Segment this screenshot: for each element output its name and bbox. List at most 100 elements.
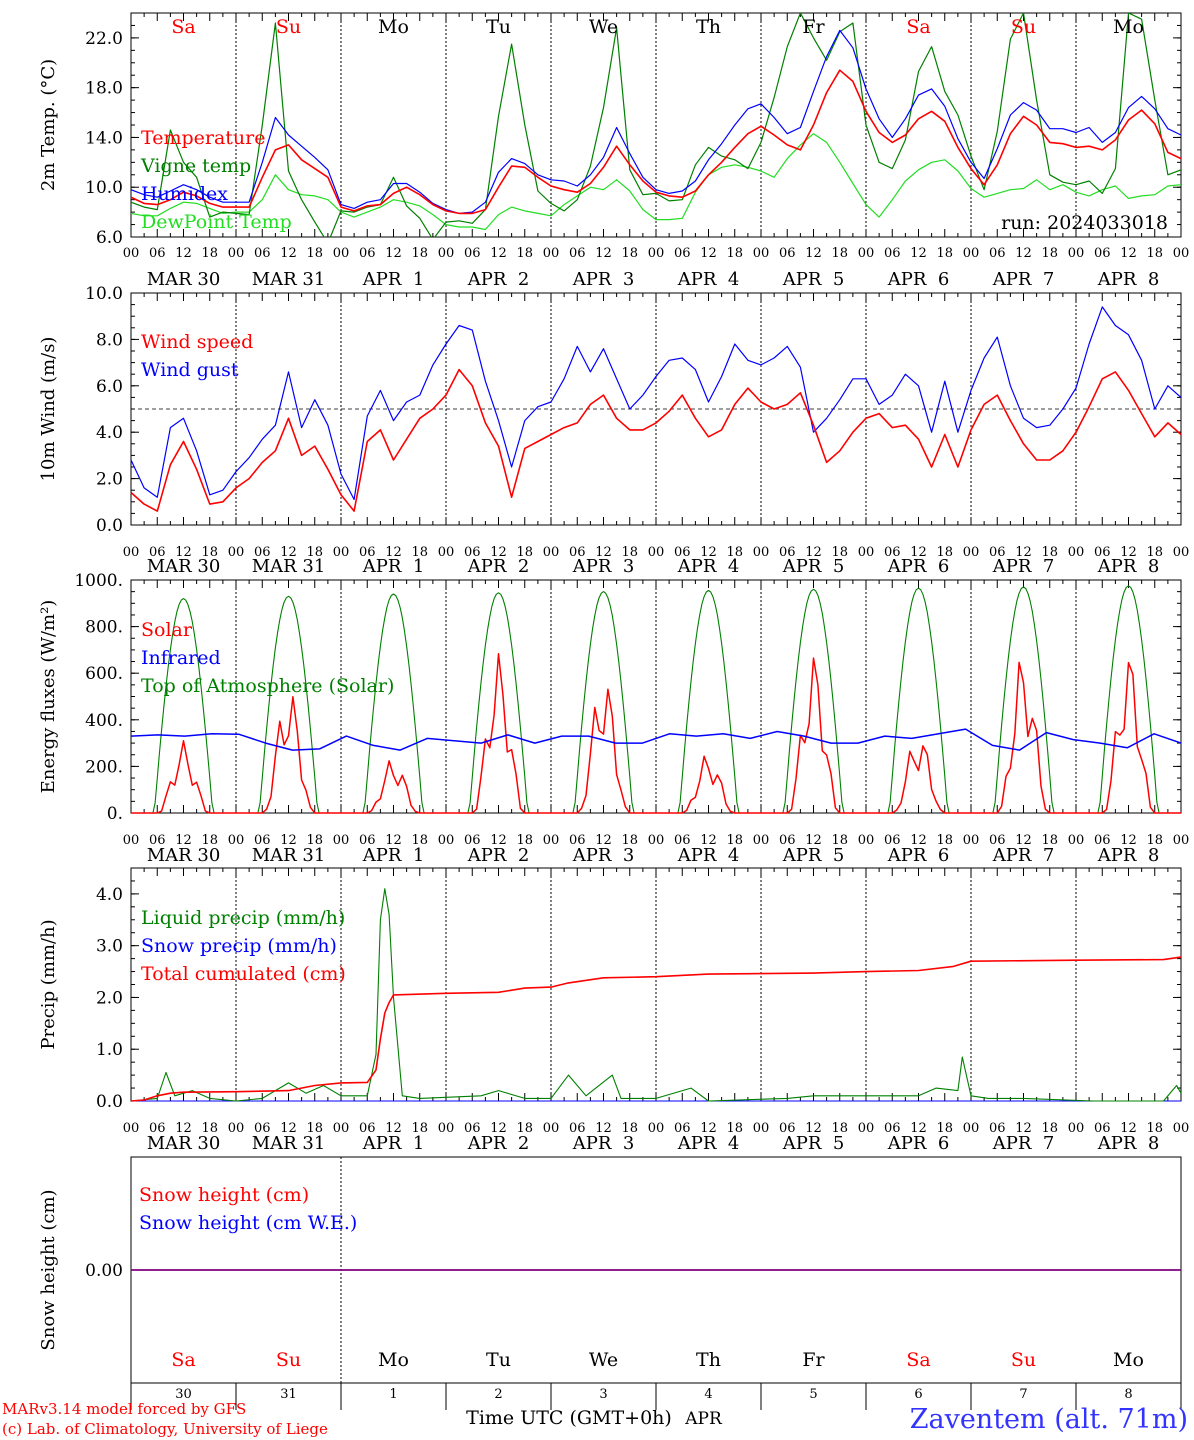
hour-tick-label: 00	[858, 1121, 875, 1136]
hour-tick-label: 12	[385, 1121, 402, 1136]
hour-tick-label: 00	[228, 545, 245, 560]
date-label: APR 1	[362, 269, 425, 290]
hour-tick-label: 12	[1120, 545, 1137, 560]
y-tick-label: 400.	[85, 711, 123, 731]
hour-tick-label: 18	[831, 833, 848, 848]
hour-tick-label: 12	[595, 1121, 612, 1136]
y-tick-label: 6.0	[96, 228, 123, 248]
hour-tick-label: 18	[1041, 545, 1058, 560]
legend-entry: Solar	[141, 619, 193, 641]
hour-tick-label: 00	[1173, 545, 1190, 560]
series-line-top-of-atmosphere	[131, 585, 1181, 814]
series-line-wind-gust	[130, 306, 1182, 501]
hour-tick-label: 06	[884, 833, 901, 848]
hour-tick-label: 00	[648, 1121, 665, 1136]
hour-tick-label: 12	[490, 246, 507, 261]
y-tick-label: 0.	[107, 804, 123, 824]
hour-tick-label: 06	[779, 1121, 796, 1136]
hour-tick-label: 18	[411, 1121, 428, 1136]
hour-tick-label: 06	[254, 1121, 271, 1136]
legend-entry: Liquid precip (mm/h)	[141, 907, 345, 929]
hour-tick-label: 06	[674, 833, 691, 848]
hour-tick-label: 12	[595, 833, 612, 848]
hour-tick-label: 18	[411, 246, 428, 261]
hour-tick-label: 18	[1146, 545, 1163, 560]
day-name-label: Su	[1011, 1349, 1036, 1371]
hour-tick-label: 12	[1120, 1121, 1137, 1136]
hour-tick-label: 18	[516, 833, 533, 848]
date-label: APR 8	[1097, 845, 1160, 866]
hour-tick-label: 12	[910, 545, 927, 560]
hour-tick-label: 12	[700, 1121, 717, 1136]
date-label: APR 1	[362, 845, 425, 866]
y-tick-label: 0.00	[85, 1261, 123, 1281]
hour-tick-label: 12	[385, 545, 402, 560]
hour-tick-label: 00	[1068, 833, 1085, 848]
date-label: APR 4	[677, 1133, 740, 1154]
hour-tick-label: 12	[910, 246, 927, 261]
lab-credit: (c) Lab. of Climatology, University of L…	[2, 1420, 328, 1438]
hour-tick-label: 06	[1094, 246, 1111, 261]
hour-tick-label: 00	[333, 1121, 350, 1136]
date-label: APR 4	[677, 269, 740, 290]
series-line-wind-speed	[130, 368, 1182, 512]
hour-tick-label: 18	[411, 545, 428, 560]
hour-tick-label: 06	[569, 833, 586, 848]
hour-tick-label: 12	[700, 545, 717, 560]
day-name-label: Sa	[906, 1349, 930, 1371]
hour-tick-label: 06	[569, 246, 586, 261]
y-tick-label: 10.0	[85, 284, 123, 304]
hour-tick-label: 18	[1146, 246, 1163, 261]
hour-tick-label: 12	[280, 545, 297, 560]
hour-tick-label: 12	[595, 246, 612, 261]
hour-tick-label: 00	[963, 1121, 980, 1136]
hour-tick-label: 12	[490, 545, 507, 560]
day-number-label: 8	[1124, 1387, 1132, 1402]
hour-tick-label: 06	[1094, 545, 1111, 560]
y-tick-label: 10.0	[85, 178, 123, 198]
hour-tick-label: 12	[490, 833, 507, 848]
y-tick-label: 2.0	[96, 988, 123, 1008]
date-label: APR 2	[467, 1133, 530, 1154]
hour-tick-label: 06	[254, 246, 271, 261]
hour-tick-label: 06	[359, 833, 376, 848]
hour-tick-label: 18	[201, 545, 218, 560]
hour-tick-label: 00	[858, 246, 875, 261]
day-number-label: 3	[599, 1387, 607, 1402]
y-tick-label: 6.0	[96, 377, 123, 397]
date-label: APR 4	[677, 845, 740, 866]
date-label: APR 6	[887, 845, 950, 866]
hour-tick-label: 18	[201, 246, 218, 261]
date-label: APR 5	[782, 845, 845, 866]
legend-entry: Snow precip (mm/h)	[141, 935, 337, 957]
wind-panel: 0.0 2.0 4.0 6.0 8.0 10.0 10m Wind (m/s) Wind sp…	[38, 284, 1189, 577]
series-line-dewpoint-temp	[131, 133, 1181, 231]
y-tick-label: 4.0	[96, 885, 123, 905]
hour-tick-label: 06	[359, 545, 376, 560]
hour-tick-label: 12	[805, 1121, 822, 1136]
legend-entry: Infrared	[141, 647, 221, 669]
date-label: APR 3	[572, 269, 635, 290]
y-tick-label: 18.0	[85, 79, 123, 99]
hour-tick-label: 18	[1041, 246, 1058, 261]
hour-tick-label: 06	[569, 545, 586, 560]
hour-tick-label: 00	[123, 545, 140, 560]
legend-entry: Temperature	[141, 127, 265, 149]
legend-entry: Snow height (cm)	[139, 1184, 309, 1206]
day-number-label: 31	[280, 1387, 297, 1402]
day-number-label: 6	[914, 1387, 922, 1402]
y-tick-label: 0.0	[96, 516, 123, 536]
hour-tick-label: 12	[595, 545, 612, 560]
hour-tick-label: 00	[753, 246, 770, 261]
day-name-label: Sa	[171, 16, 195, 38]
hour-tick-label: 12	[1120, 833, 1137, 848]
hour-tick-label: 06	[1094, 1121, 1111, 1136]
y-tick-label: 14.0	[85, 128, 123, 148]
hour-tick-label: 00	[438, 1121, 455, 1136]
series-group	[131, 13, 1181, 237]
series-line-humidex	[131, 29, 1181, 214]
series-line-infrared	[130, 728, 1182, 751]
hour-tick-label: 00	[123, 1121, 140, 1136]
hour-tick-label: 00	[333, 246, 350, 261]
hour-tick-label: 18	[1146, 833, 1163, 848]
